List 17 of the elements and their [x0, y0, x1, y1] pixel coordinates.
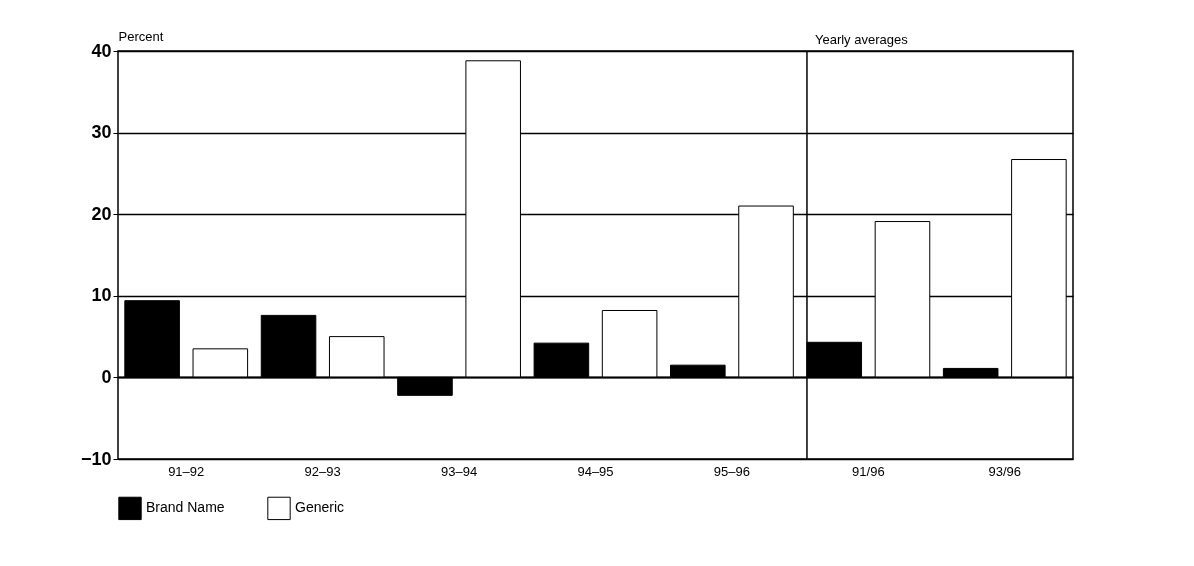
y-tick-label: −10: [80, 448, 112, 469]
y-tick-label: 30: [91, 122, 112, 143]
y-tick-label: 10: [91, 285, 112, 306]
y-tick-label: 40: [91, 40, 112, 61]
legend-label: Generic: [295, 499, 345, 516]
y-axis-title: Percent: [118, 28, 164, 44]
x-tick-label: 91/96: [852, 463, 885, 479]
ref-line-label: Yearly averages: [814, 32, 909, 47]
y-tick-label: 20: [91, 203, 112, 224]
x-tick-label: 95–96: [713, 463, 751, 479]
x-tick-label: 92–93: [304, 463, 341, 479]
x-tick-label: 91–92: [168, 463, 205, 479]
y-tick-label: 0: [101, 366, 112, 387]
x-tick-label: 93–94: [440, 463, 478, 479]
x-tick-label: 93/96: [988, 463, 1022, 479]
legend-label: Brand Name: [146, 499, 225, 516]
x-tick-label: 94–95: [577, 463, 614, 479]
